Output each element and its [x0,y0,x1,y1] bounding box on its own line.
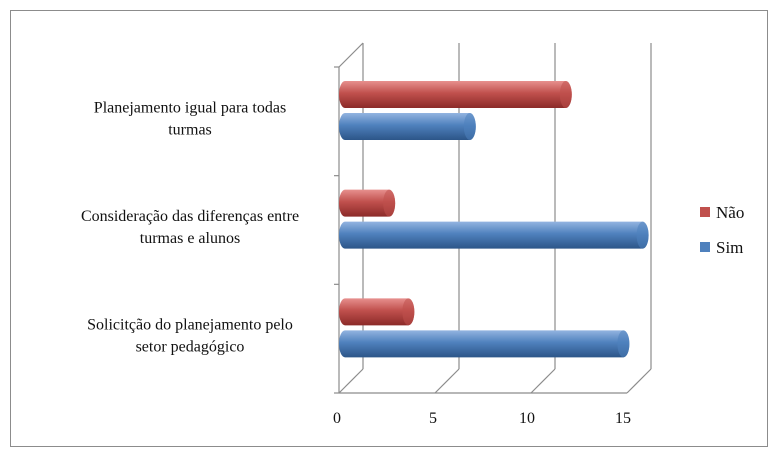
legend-label-não: Não [716,203,744,222]
bar-cap [383,189,396,217]
category-label-line: turmas e alunos [140,230,240,247]
floor-diagonal-1 [434,368,460,394]
bar-body [339,330,630,358]
legend-label-sim: Sim [716,238,743,257]
category-label-line: Solicitção do planejamento pelo [87,317,293,334]
bar-não-1 [339,189,396,217]
bar-não-0 [339,81,572,108]
bar-cap [636,221,649,249]
floor-diagonal-0 [338,368,364,394]
legend-swatch-não [700,207,710,217]
bar-cap [617,330,630,358]
floor-diagonal-2 [530,368,556,394]
bar-cap [402,298,415,326]
x-tick-label-3: 15 [615,410,631,427]
category-label-2: Solicitção do planejamento pelo setor ped… [87,317,293,356]
category-label-0: Planejamento igual para todas turmas [94,99,286,138]
bar-body [339,113,476,140]
bar-sim-0 [339,113,476,140]
floor-diagonal-3 [626,368,652,394]
x-tick-label-1: 5 [429,410,437,427]
bar-sim-1 [339,221,649,249]
bar-cap [463,113,476,140]
category-label-line: Planejamento igual para todas [94,99,286,116]
bar-body [339,221,649,249]
x-tick-label-2: 10 [519,410,535,427]
x-tick-label-0: 0 [333,410,341,427]
bar-body [339,298,415,326]
bar-sim-2 [339,330,630,358]
category-label-line: turmas [168,121,212,138]
category-label-line: Consideração das diferenças entre [81,208,299,225]
y-axis-top-diagonal [338,42,364,68]
legend-swatch-sim [700,242,710,252]
bar-body [339,81,572,108]
bar-não-2 [339,298,415,326]
bar-cap [559,81,572,108]
category-label-1: Consideração das diferenças entre turmas … [81,208,299,247]
bar-body [339,189,396,217]
category-label-line: setor pedagógico [136,339,245,356]
